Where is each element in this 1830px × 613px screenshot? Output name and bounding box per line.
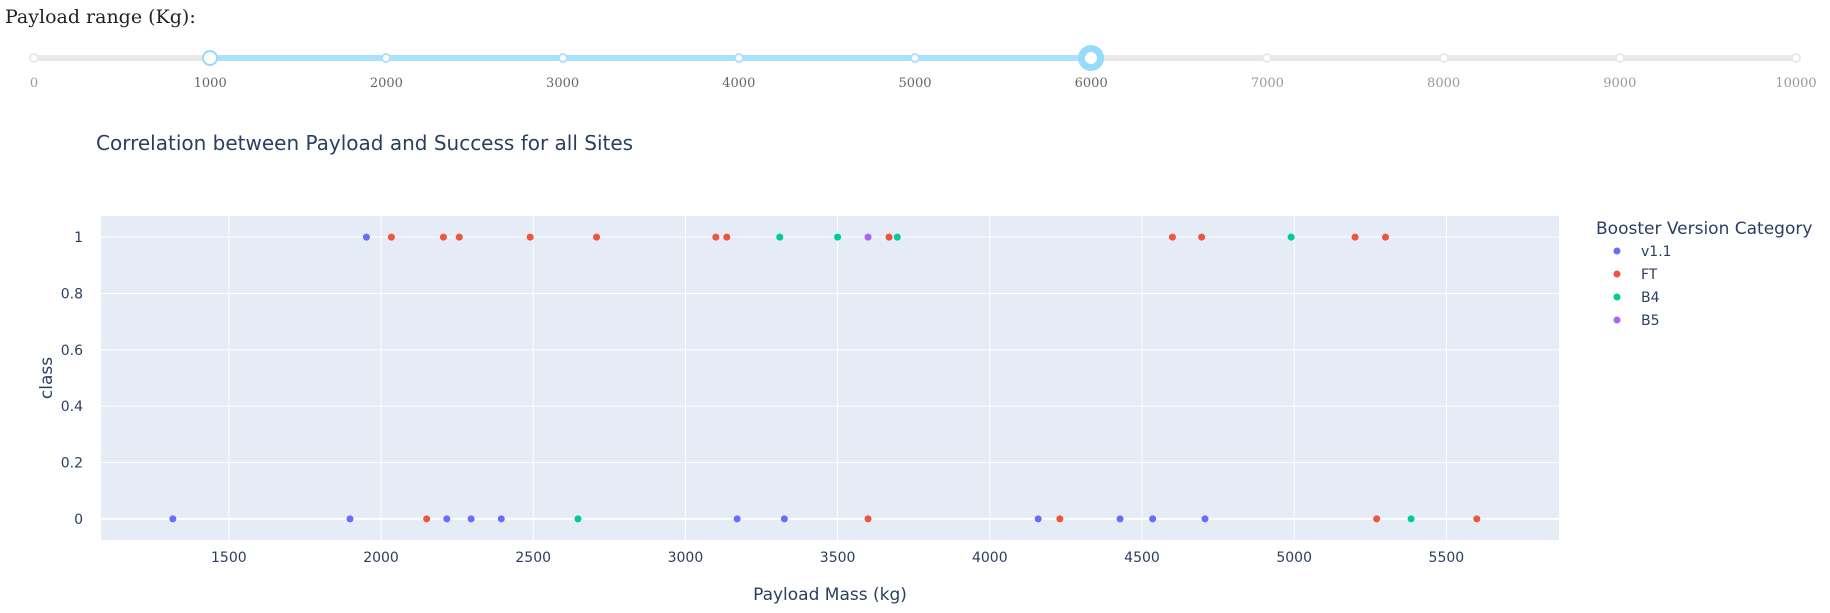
slider-mark-label[interactable]: 4000 <box>722 76 756 91</box>
slider-mark-label[interactable]: 7000 <box>1250 76 1284 91</box>
slider-dot[interactable] <box>1262 53 1273 63</box>
point-FT <box>439 233 447 241</box>
slider-dot[interactable] <box>1438 53 1449 63</box>
slider-mark-label[interactable]: 0 <box>29 76 39 91</box>
slider-label: Payload range (Kg): <box>5 6 196 28</box>
slider-mark-label[interactable]: 1000 <box>193 76 227 91</box>
y-axis-label: class <box>37 357 57 399</box>
payload-range-slider[interactable]: 0 1000 2000 3000 4000 5000 6000 7000 8000 9000 100… <box>0 40 1830 100</box>
point-v1-1 <box>1116 515 1124 523</box>
point-FT <box>593 233 601 241</box>
point-v1-1 <box>362 233 370 241</box>
point-v1-1 <box>733 515 741 523</box>
point-FT <box>455 233 463 241</box>
point-v1-1 <box>780 515 788 523</box>
y-tick-label: 0.6 <box>61 343 83 359</box>
point-v1-1 <box>1034 515 1042 523</box>
slider-mark-label[interactable]: 8000 <box>1427 76 1461 91</box>
x-axis-label: Payload Mass (kg) <box>753 585 907 605</box>
slider-dot[interactable] <box>910 53 920 63</box>
slider-dot[interactable] <box>29 53 39 63</box>
legend-item-label: B4 <box>1641 290 1660 306</box>
point-v1-1 <box>1201 515 1209 523</box>
point-FT <box>526 233 534 241</box>
x-tick-label: 1500 <box>211 550 247 566</box>
y-tick-label: 0 <box>74 512 83 528</box>
point-B5 <box>864 233 872 241</box>
slider-mark-label[interactable]: 6000 <box>1074 76 1108 91</box>
point-B4 <box>776 233 784 241</box>
slider-mark-label[interactable]: 2000 <box>369 76 403 91</box>
point-FT <box>1198 233 1206 241</box>
slider-dot[interactable] <box>381 53 392 63</box>
legend-marker <box>1613 247 1621 255</box>
x-tick-label: 4000 <box>972 550 1008 566</box>
point-FT <box>864 515 872 523</box>
slider-mark-label[interactable]: 3000 <box>546 76 580 91</box>
slider-handle-high[interactable] <box>1083 50 1100 66</box>
point-FT <box>1056 515 1064 523</box>
point-FT <box>423 515 431 523</box>
slider-dot[interactable] <box>733 53 744 63</box>
chart-title: Correlation between Payload and Success … <box>96 131 633 155</box>
point-FT <box>1373 515 1381 523</box>
x-axis-ticks: 1500 2000 2500 3000 3500 4000 4500 5000 5500 <box>211 550 1464 566</box>
legend-marker <box>1613 293 1621 301</box>
point-FT <box>885 233 893 241</box>
point-v1-1 <box>169 515 177 523</box>
point-v1-1 <box>443 515 451 523</box>
x-tick-label: 2000 <box>363 550 399 566</box>
y-axis-ticks: 0 0.2 0.4 0.6 0.8 1 <box>61 230 83 528</box>
x-tick-label: 3000 <box>668 550 704 566</box>
point-B4 <box>1407 515 1415 523</box>
point-v1-1 <box>497 515 505 523</box>
scatter-chart: 1500 2000 2500 3000 3500 4000 4500 5000 5500 0 0.… <box>37 131 1812 605</box>
grid-lines <box>101 216 1559 540</box>
slider-mark-label[interactable]: 9000 <box>1603 76 1637 91</box>
point-FT <box>1168 233 1176 241</box>
point-v1-1 <box>467 515 475 523</box>
legend-title: Booster Version Category <box>1596 219 1812 239</box>
slider-dot[interactable] <box>1614 53 1625 63</box>
slider-handle-low[interactable] <box>202 50 219 66</box>
point-B4 <box>834 233 842 241</box>
slider-mark-label[interactable]: 5000 <box>898 76 932 91</box>
x-tick-label: 5500 <box>1429 550 1465 566</box>
point-FT <box>723 233 731 241</box>
point-B4 <box>574 515 582 523</box>
legend-item-label: FT <box>1641 267 1658 283</box>
point-v1-1 <box>346 515 354 523</box>
legend-marker <box>1613 270 1621 278</box>
point-FT <box>1351 233 1359 241</box>
point-v1-1 <box>1149 515 1157 523</box>
slider-dot[interactable] <box>1791 53 1801 63</box>
slider-track[interactable] <box>210 55 1092 61</box>
slider-mark-label[interactable]: 10000 <box>1775 76 1817 91</box>
point-FT <box>387 233 395 241</box>
point-B4 <box>1287 233 1295 241</box>
slider-dot[interactable] <box>557 53 568 63</box>
plot-area <box>101 216 1559 540</box>
y-tick-label: 0.2 <box>61 456 83 472</box>
point-FT <box>1382 233 1390 241</box>
data-points <box>169 233 1481 523</box>
point-FT <box>712 233 720 241</box>
legend-marker <box>1613 316 1621 324</box>
x-tick-label: 2500 <box>515 550 551 566</box>
legend: Booster Version Category v1.1 FT B4 B5 <box>1596 219 1812 329</box>
point-B4 <box>893 233 901 241</box>
legend-item-label: B5 <box>1641 313 1660 329</box>
y-tick-label: 0.8 <box>61 286 83 302</box>
x-tick-label: 5000 <box>1276 550 1312 566</box>
y-tick-label: 0.4 <box>61 399 83 415</box>
x-tick-label: 4500 <box>1124 550 1160 566</box>
point-FT <box>1473 515 1481 523</box>
legend-item-label: v1.1 <box>1641 244 1672 260</box>
y-tick-label: 1 <box>74 230 83 246</box>
x-tick-label: 3500 <box>820 550 856 566</box>
